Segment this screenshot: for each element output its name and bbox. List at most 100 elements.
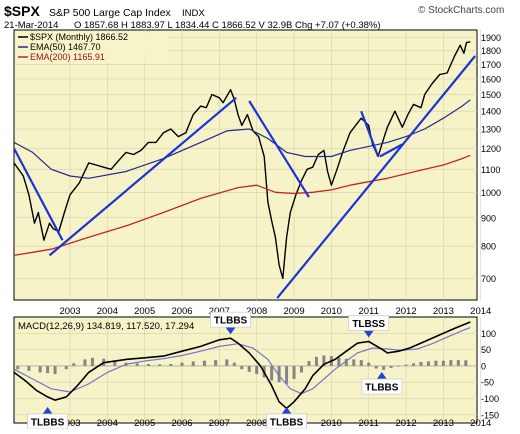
price-y-tick-label: 1900: [481, 33, 501, 43]
macd-series-group: [13, 321, 477, 410]
macd-histogram-bar: [225, 359, 229, 366]
macd-histogram-bar: [300, 365, 304, 373]
price-y-tick-label: 1700: [481, 60, 501, 70]
macd-histogram-bar: [292, 365, 296, 379]
macd-histogram-bar: [352, 359, 356, 366]
price-panel: [13, 29, 478, 301]
macd-x-tick-label: 2012: [395, 418, 416, 429]
macd-histogram-bar: [397, 365, 401, 367]
price-x-tick-label: 2012: [395, 306, 416, 317]
price-x-tick-label: 2008: [246, 306, 267, 317]
price-x-axis: 2003 2004 2005 2006 2007 2008 2009 2010 2011 2012…: [59, 306, 491, 317]
price-y-tick-label: 1300: [481, 125, 501, 135]
callout-arrow: [225, 327, 236, 335]
macd-histogram-bar: [419, 362, 423, 366]
macd-histogram-bar: [180, 362, 184, 366]
macd-histogram-bar: [367, 362, 371, 366]
macd-x-tick-label: 2006: [171, 418, 192, 429]
macd-histogram-bar: [464, 360, 468, 366]
macd-title: MACD(12,26,9) 134.819, 117.520, 17.294: [18, 321, 194, 332]
macd-histogram-bar: [247, 365, 251, 372]
macd-histogram-bar: [27, 365, 31, 371]
macd-histogram-bar: [202, 360, 206, 366]
callout-arrow: [42, 407, 53, 414]
macd-histogram-bar: [135, 363, 139, 366]
price-y-tick-label: 1500: [481, 90, 501, 100]
macd-histogram-bar: [449, 360, 453, 366]
macd-histogram-bar: [270, 365, 274, 381]
macd-histogram-bar: [382, 365, 386, 370]
price-y-tick-label: 1100: [481, 165, 500, 175]
macd-panel: [13, 316, 478, 424]
callout-box: [348, 315, 390, 331]
macd-x-tick-label: 2004: [97, 418, 118, 429]
macd-histogram-bar: [255, 365, 259, 375]
macd-histogram-bar: [191, 361, 195, 366]
macd-histogram-bar: [146, 363, 150, 366]
trendline: [248, 100, 310, 198]
macd-histogram-bar: [374, 365, 378, 369]
callout-label: TLBBS: [270, 418, 304, 429]
price-y-tick-label: 900: [481, 213, 496, 223]
price-y-tick-label: 1800: [481, 46, 501, 56]
price-x-tick-label: 2005: [134, 306, 155, 317]
macd-histogram-bar: [232, 362, 236, 366]
macd-histogram-bar: [314, 356, 318, 366]
chart-exchange: INDX: [182, 8, 205, 19]
price-series-group: [13, 41, 476, 299]
macd-histogram-bar: [64, 365, 68, 370]
price-x-tick-label: 2007: [209, 306, 230, 317]
legend-price-label: $SPX (Monthly) 1866.52: [30, 32, 128, 42]
macd-histogram-bar: [322, 355, 326, 366]
chart-ohlc: O 1857.68 H 1883.97 L 1834.44 C 1866.52 …: [74, 20, 381, 31]
macd-y-axis: 100 50 0 -50 -100 -150: [481, 329, 499, 421]
macd-x-tick-label: 2003: [59, 418, 80, 429]
macd-x-tick-label: 2011: [358, 418, 378, 429]
callout-arrow: [376, 372, 387, 380]
macd-line: [13, 321, 471, 410]
callout-box: [361, 378, 403, 395]
trendline: [48, 96, 237, 257]
annotation-group: TLBBS TLBBS TLBBS TLBSS TLBBS: [27, 311, 403, 430]
trendline: [379, 143, 403, 158]
price-y-tick-label: 1200: [481, 144, 501, 154]
watermark-text: © StockCharts.com: [418, 5, 504, 16]
price-x-tick-label: 2014: [470, 306, 491, 317]
macd-histogram-bar: [240, 365, 244, 370]
macd-histogram-bar: [359, 360, 363, 366]
macd-x-tick-label: 2014: [470, 418, 491, 429]
macd-y-tick-label: 50: [481, 345, 491, 355]
callout-arrow: [363, 330, 374, 338]
macd-y-tick-label: -50: [481, 378, 494, 388]
price-y-tick-label: 700: [481, 274, 496, 284]
macd-histogram-bar: [456, 360, 460, 366]
macd-y-tick-label: 0: [481, 361, 486, 371]
macd-histogram-bar: [72, 363, 76, 366]
ema200-line: [13, 154, 471, 257]
price-y-tick-label: 1600: [481, 74, 501, 84]
trendline: [360, 110, 380, 157]
macd-x-tick-label: 2007: [209, 418, 230, 429]
legend-box: [16, 32, 168, 63]
price-x-tick-label: 2009: [283, 306, 304, 317]
callout-label: TLBSS: [352, 319, 385, 330]
macd-histogram-bar: [90, 357, 94, 366]
price-x-tick-label: 2010: [321, 306, 342, 317]
price-x-tick-label: 2013: [433, 306, 454, 317]
trendline: [13, 147, 64, 241]
macd-histogram-bar: [307, 361, 311, 366]
macd-y-tick-label: -100: [481, 394, 499, 404]
macd-histogram-bar: [404, 364, 408, 366]
macd-y-tick-label: 100: [481, 329, 496, 339]
macd-histogram-bar: [214, 360, 218, 366]
macd-x-tick-label: 2008: [246, 418, 267, 429]
macd-histogram-bar: [83, 359, 87, 366]
macd-y-tick-label: -150: [481, 410, 499, 420]
macd-histogram-bar: [344, 358, 348, 366]
chart-symbol: $SPX: [4, 3, 40, 19]
price-y-axis: 700 800 900 1000 1100 1200 1300 1400 1500 1600 170…: [481, 33, 501, 284]
macd-histogram-bar: [426, 361, 430, 366]
price-x-tick-label: 2003: [59, 306, 80, 317]
chart-date: 21-Mar-2014: [4, 20, 58, 31]
